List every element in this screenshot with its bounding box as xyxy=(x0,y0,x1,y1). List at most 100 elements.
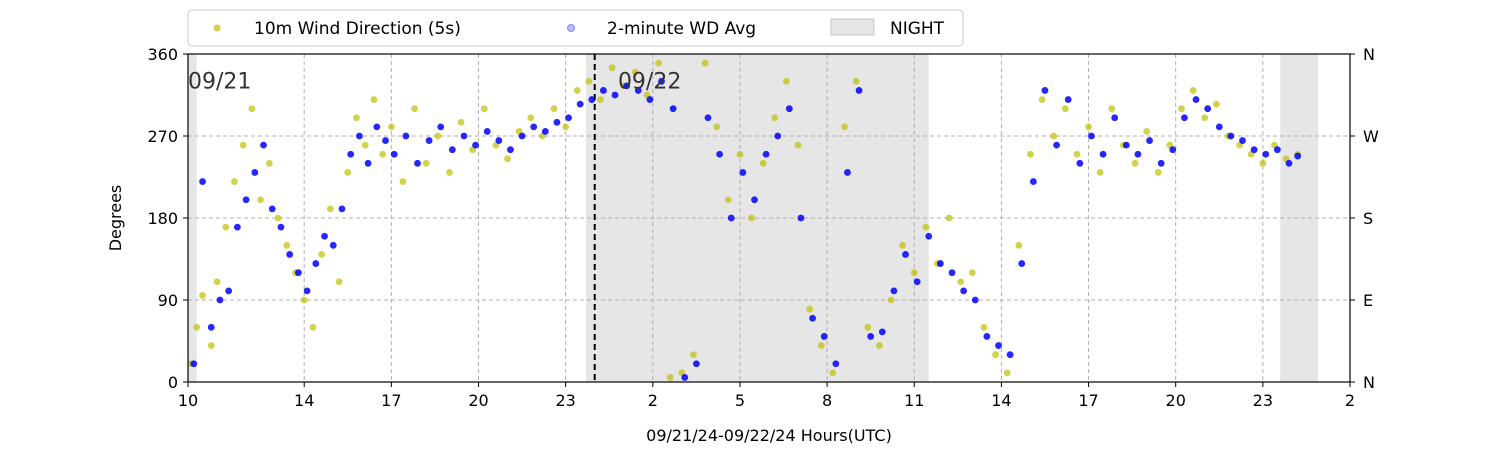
wd-avg-point xyxy=(588,96,596,103)
wind-direction-point xyxy=(344,169,352,176)
legend-box xyxy=(187,9,964,47)
wd-avg-point xyxy=(1285,159,1293,167)
wd-avg-point xyxy=(355,132,363,140)
wd-avg-point xyxy=(762,150,770,158)
wd-avg-point xyxy=(216,296,224,304)
wind-direction-point xyxy=(922,223,930,231)
wd-avg-point xyxy=(1215,123,1223,131)
wind-direction-point xyxy=(864,323,872,331)
wind-direction-point xyxy=(980,323,988,331)
right-tick-label: E xyxy=(1363,291,1373,310)
wind-direction-point xyxy=(690,351,697,359)
wd-avg-point xyxy=(242,196,250,204)
wind-direction-point xyxy=(992,351,999,359)
wd-avg-point xyxy=(867,333,875,340)
wind-direction-point xyxy=(887,296,895,304)
wd-avg-point xyxy=(1250,146,1258,154)
wd-avg-point xyxy=(207,323,215,331)
wind-direction-point xyxy=(504,155,511,163)
wind-direction-point xyxy=(353,114,360,122)
wd-avg-point xyxy=(190,360,198,368)
wd-avg-point xyxy=(518,132,526,140)
wd-avg-point xyxy=(312,260,320,267)
wd-avg-point xyxy=(983,333,991,340)
wind-direction-point xyxy=(852,77,860,85)
wind-direction-point xyxy=(666,374,674,381)
wd-avg-point xyxy=(1029,178,1037,185)
grid xyxy=(187,53,1351,383)
wd-avg-point xyxy=(995,342,1002,349)
wind-direction-point xyxy=(1027,150,1034,158)
wd-avg-point xyxy=(878,328,886,336)
legend-label-wind-direction: 10m Wind Direction (5s) xyxy=(254,19,461,39)
wind-direction-point xyxy=(899,241,907,249)
wd-avg-point xyxy=(832,360,840,368)
x-tick-label: 17 xyxy=(1078,391,1098,410)
wind-direction-point xyxy=(265,159,273,167)
wd-avg-point xyxy=(1099,150,1107,158)
wind-direction-point xyxy=(1259,159,1267,167)
wd-avg-point xyxy=(541,128,549,135)
wind-direction-point xyxy=(213,278,221,286)
legend-label-wd-avg: 2-minute WD Avg xyxy=(607,19,756,39)
wd-avg-point xyxy=(1262,150,1270,158)
wind-direction-point xyxy=(550,105,558,113)
wind-direction-point xyxy=(370,96,378,103)
x-tick-label: 23 xyxy=(1253,391,1273,410)
x-tick-label: 20 xyxy=(1166,391,1186,410)
wd-avg-point xyxy=(472,141,479,149)
wind-direction-point xyxy=(736,150,744,158)
x-tick-label: 2 xyxy=(648,391,658,410)
x-tick-label: 20 xyxy=(468,391,488,410)
wd-avg-point xyxy=(448,146,456,154)
wd-avg-point xyxy=(576,100,584,108)
y-tick-label: 180 xyxy=(147,209,178,228)
x-tick-label: 11 xyxy=(904,391,924,410)
wd-avg-point xyxy=(774,132,782,140)
wind-direction-point xyxy=(318,251,326,258)
wind-direction-point xyxy=(222,223,230,231)
wd-avg-point xyxy=(347,150,355,158)
wd-avg-point xyxy=(1239,137,1246,144)
wd-avg-point xyxy=(1146,137,1153,144)
wind-direction-point xyxy=(248,105,256,113)
wind-direction-point xyxy=(335,278,343,286)
x-axis-label: 09/21/24-09/22/24 Hours(UTC) xyxy=(646,426,892,445)
wd-avg-point xyxy=(739,169,747,176)
wd-avg-point xyxy=(286,251,294,258)
wd-avg-point xyxy=(1006,351,1014,359)
x-tick-label: 23 xyxy=(555,391,575,410)
wd-avg-point xyxy=(364,159,372,167)
wind-direction-point xyxy=(945,214,953,222)
x-tick-label: 2 xyxy=(1345,391,1355,410)
wd-avg-point xyxy=(1053,141,1060,149)
wind-direction-point xyxy=(446,169,453,176)
wd-avg-point xyxy=(600,87,607,94)
wind-direction-point xyxy=(1038,96,1046,103)
wind-direction-point xyxy=(1189,87,1197,94)
wd-avg-point xyxy=(530,123,538,131)
wd-avg-point xyxy=(1169,146,1177,154)
wind-direction-point xyxy=(257,196,265,204)
wind-direction-point xyxy=(274,214,282,222)
wind-direction-point xyxy=(841,123,848,131)
wind-direction-point xyxy=(748,214,755,222)
wind-direction-point xyxy=(1201,114,1209,122)
wd-avg-point xyxy=(260,141,267,149)
x-tick-label: 10 xyxy=(178,391,198,410)
legend-marker-night xyxy=(830,18,875,36)
wd-avg-point xyxy=(1204,105,1212,113)
wind-direction-point xyxy=(239,141,247,149)
y-axis-label: Degrees xyxy=(106,185,125,252)
wd-avg-point xyxy=(669,105,677,113)
wind-direction-point xyxy=(701,59,709,67)
wd-avg-point xyxy=(199,178,206,185)
wind-direction-point xyxy=(1108,105,1116,113)
wind-direction-point xyxy=(1085,123,1092,131)
y-tick-label: 270 xyxy=(147,127,178,146)
wd-avg-point xyxy=(402,132,410,140)
x-tick-label: 14 xyxy=(294,391,314,410)
wd-avg-point xyxy=(437,123,445,131)
right-tick-label: S xyxy=(1363,209,1373,228)
legend-label-night: NIGHT xyxy=(890,19,945,39)
